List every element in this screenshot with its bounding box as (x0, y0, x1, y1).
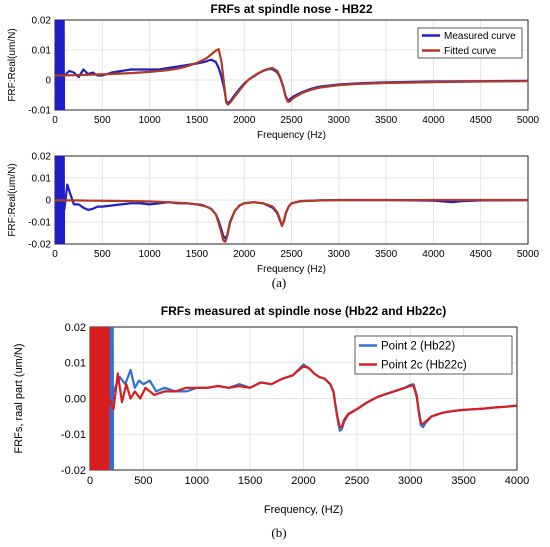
series-line (63, 183, 528, 240)
x-tick-label: 1500 (186, 249, 209, 260)
y-tick-label: 0.02 (32, 152, 52, 163)
legend-label: Point 2c (Hb22c) (381, 360, 467, 372)
series-noise (55, 156, 66, 244)
chart-title: FRFs measured at spindle nose (Hb22 and … (161, 304, 446, 318)
legend-box (417, 27, 523, 59)
series-noise (55, 20, 66, 110)
x-tick-label: 3000 (328, 249, 351, 260)
x-tick-label: 500 (94, 115, 111, 126)
chart-a2: 0 500 1000 1500 2000 2500 3000 3500 4000 4500 5000… (7, 152, 540, 276)
y-tick-label: -0.01 (61, 429, 86, 441)
x-tick-label: 3000 (328, 115, 351, 126)
chart-title: FRFs at spindle nose - HB22 (210, 2, 372, 16)
x-tick-label: 4000 (505, 475, 529, 487)
x-tick-label: 500 (134, 475, 152, 487)
chart-a1: 0 500 1000 1500 2000 2500 3000 3500 4000 4500 5000… (7, 2, 540, 141)
x-tick-label: 1000 (138, 115, 161, 126)
series-line (55, 48, 528, 106)
x-tick-label: 2500 (280, 249, 303, 260)
y-tick-label: 0.01 (32, 46, 52, 57)
x-axis-label: Frequency, (HZ) (264, 504, 343, 516)
series-noise (90, 327, 110, 470)
x-tick-label: 3500 (375, 115, 398, 126)
legend-label: Measured curve (444, 31, 516, 42)
legend-label: Fitted curve (444, 46, 497, 57)
x-tick-label: 1000 (138, 249, 161, 260)
y-tick-label: 0 (45, 196, 51, 207)
y-tick-label: 0.01 (65, 358, 86, 370)
x-tick-label: 500 (94, 249, 111, 260)
x-tick-label: 2000 (233, 115, 256, 126)
legend-label: Point 2 (Hb22) (381, 341, 455, 353)
x-tick-label: 4500 (470, 249, 493, 260)
x-tick-label: 2000 (291, 475, 315, 487)
x-axis-label: Frequency (Hz) (257, 130, 326, 141)
legend: Point 2 (Hb22) Point 2c (Hb22c) (354, 335, 513, 375)
x-tick-label: 4000 (422, 249, 445, 260)
y-axis-label: FRFs, raal part (um/N) (13, 343, 25, 453)
plot-area (90, 327, 517, 470)
legend-box (354, 335, 513, 375)
x-tick-label: 2500 (280, 115, 303, 126)
y-tick-label: 0.02 (65, 322, 86, 334)
x-tick-label: 4000 (422, 115, 445, 126)
y-tick-label: 0 (45, 76, 51, 87)
x-tick-label: 3000 (398, 475, 422, 487)
x-tick-label: 1500 (186, 115, 209, 126)
y-tick-label: -0.01 (28, 218, 51, 229)
x-tick-label: 1000 (185, 475, 209, 487)
x-tick-label: 2000 (233, 249, 256, 260)
x-tick-label: 5000 (517, 249, 540, 260)
x-tick-label: 0 (52, 249, 58, 260)
y-axis-label: FRF:Real(um/N) (7, 163, 18, 236)
y-tick-label: -0.01 (28, 106, 51, 117)
series-line (55, 198, 528, 243)
plot-area (55, 20, 528, 110)
chart-b: 0 500 1000 1500 2000 2500 3000 3500 4000 -0.02 -0.… (13, 304, 529, 516)
x-tick-label: 5000 (517, 115, 540, 126)
x-axis-label: Frequency (Hz) (257, 264, 326, 275)
legend: Measured curve Fitted curve (417, 27, 523, 59)
y-tick-label: -0.02 (61, 465, 86, 477)
y-tick-label: 0.00 (65, 393, 86, 405)
x-tick-label: 0 (52, 115, 58, 126)
x-tick-label: 1500 (238, 475, 262, 487)
plot-area (55, 156, 528, 244)
series-line (108, 365, 517, 429)
x-tick-label: 3500 (451, 475, 475, 487)
x-tick-label: 3500 (375, 249, 398, 260)
x-tick-label: 4500 (470, 115, 493, 126)
y-tick-label: 0.01 (32, 174, 52, 185)
caption-b: (b) (271, 525, 287, 540)
x-tick-label: 2500 (345, 475, 369, 487)
y-tick-label: -0.02 (28, 240, 51, 251)
y-axis-label: FRF:Real(um/N) (7, 28, 18, 101)
y-tick-label: 0.02 (32, 16, 52, 27)
caption-a: (a) (271, 275, 287, 290)
x-tick-label: 0 (87, 475, 93, 487)
